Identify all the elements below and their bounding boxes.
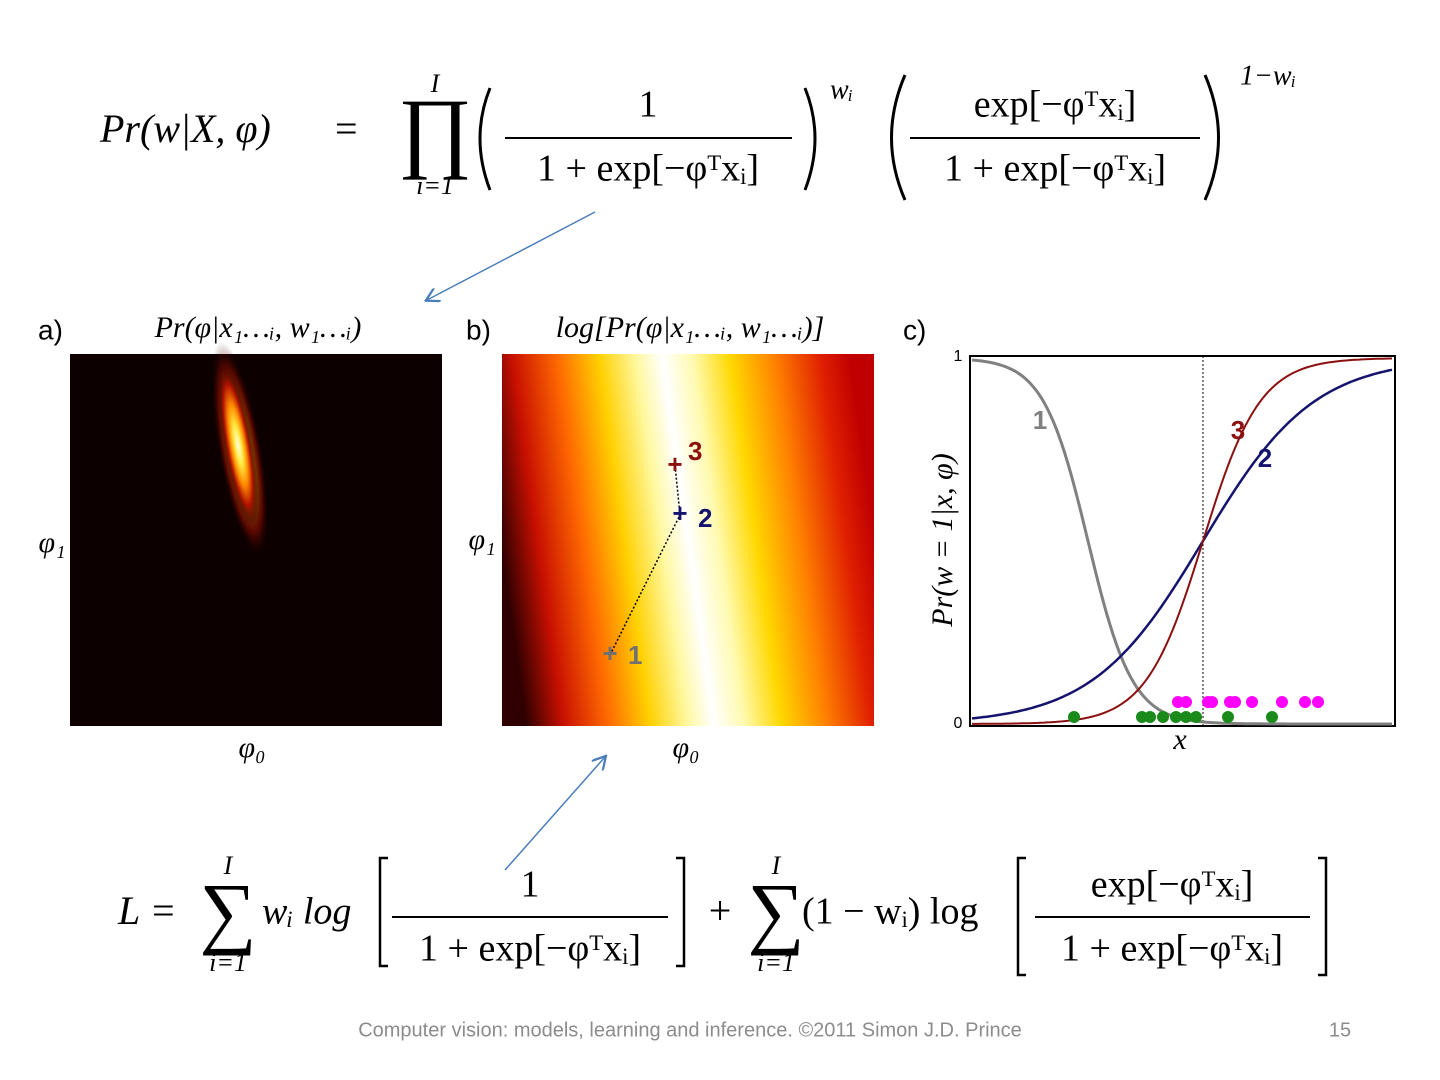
marker-label: 2 xyxy=(698,503,712,533)
term: (1 − wᵢ) log xyxy=(802,891,978,933)
lower-limit: i=1 xyxy=(209,948,247,977)
upper-limit: I xyxy=(223,851,234,880)
y-label: φ₁ xyxy=(468,523,495,556)
x-label: φ₀ xyxy=(672,731,699,764)
y-tick-label: 0 xyxy=(954,715,963,732)
class-1-point xyxy=(1229,696,1241,708)
class-0-point xyxy=(1068,711,1080,723)
numerator: exp[−φᵀxᵢ] xyxy=(1091,864,1254,906)
panel-label: b) xyxy=(466,314,491,345)
marker-label: 3 xyxy=(688,436,702,466)
page-number: 15 xyxy=(1329,1019,1351,1041)
class-0-point xyxy=(1222,711,1234,723)
curve-label: 1 xyxy=(1033,405,1047,435)
upper-limit: I xyxy=(771,851,782,880)
class-1-point xyxy=(1180,696,1192,708)
log-likelihood-equation: L = ∑ I i=1 wᵢ log 1 1 + exp[−φᵀxᵢ] + ∑ … xyxy=(117,851,1328,977)
paren xyxy=(1203,74,1220,201)
arrow xyxy=(504,757,605,871)
curve-label: 3 xyxy=(1231,415,1245,445)
arrow xyxy=(427,211,596,300)
x-label: φ₀ xyxy=(238,731,265,764)
paren xyxy=(803,87,817,191)
sigmoid-curve xyxy=(972,357,1392,725)
plus: + xyxy=(709,888,732,933)
lower-limit: i=1 xyxy=(757,948,795,977)
panel-title: log[Pr(φ|x₁…ᵢ, w₁…ᵢ)] xyxy=(556,311,825,344)
denominator: 1 + exp[−φᵀxᵢ] xyxy=(1061,928,1283,970)
sum-operator: ∑ xyxy=(199,868,256,956)
sigmoid-curve xyxy=(971,368,1393,720)
bracket xyxy=(676,856,686,968)
eq-sign: = xyxy=(335,106,358,151)
class-0-point xyxy=(1190,711,1202,723)
posterior-peak xyxy=(218,364,258,526)
panel-c: c) 1 0 Pr(w = 1|x, φ) x 1 2 3 xyxy=(903,314,1396,756)
panel-label: c) xyxy=(903,314,926,345)
eq-lhs: Pr(w|X, φ) xyxy=(99,106,271,151)
denominator: 1 + exp[−φᵀxᵢ] xyxy=(419,928,641,970)
numerator: exp[−φᵀxᵢ] xyxy=(974,84,1137,126)
term: wᵢ log xyxy=(262,891,351,933)
exponent: wᵢ xyxy=(830,74,853,105)
panel-a: a) Pr(φ|x₁…ᵢ, w₁…ᵢ) φ₁ φ₀ xyxy=(38,311,442,764)
class-0-point xyxy=(1157,711,1169,723)
marker-cross: + xyxy=(672,498,687,528)
optimization-path xyxy=(609,464,681,656)
lower-limit: i=1 xyxy=(416,171,454,200)
likelihood-equation: Pr(w|X, φ) = ∏ I i=1 1 1 + exp[−φᵀxᵢ] wᵢ… xyxy=(99,60,1296,201)
eq-lhs: L = xyxy=(117,888,177,933)
class-0-point xyxy=(1266,711,1278,723)
paren xyxy=(890,74,907,201)
marker-label: 1 xyxy=(628,640,642,670)
curve-label: 2 xyxy=(1258,443,1272,473)
sum-operator: ∑ xyxy=(747,868,804,956)
panel-b: b) log[Pr(φ|x₁…ᵢ, w₁…ᵢ)] + 1 + 2 + 3 φ₁ … xyxy=(466,311,874,764)
heatmap xyxy=(502,354,874,726)
class-0-point xyxy=(1144,711,1156,723)
product-operator: ∏ xyxy=(398,82,472,181)
paren xyxy=(478,87,492,191)
plot-frame xyxy=(969,355,1396,727)
footer-text: Computer vision: models, learning and in… xyxy=(358,1019,1022,1041)
bracket xyxy=(1318,856,1328,977)
y-tick-label: 1 xyxy=(954,348,963,365)
exponent: 1−wᵢ xyxy=(1240,60,1296,91)
class-0-point xyxy=(1170,711,1182,723)
x-label: x xyxy=(1172,723,1187,756)
bracket xyxy=(378,856,388,968)
class-0-point xyxy=(1180,711,1192,723)
panel-title: Pr(φ|x₁…ᵢ, w₁…ᵢ) xyxy=(154,311,362,344)
numerator: 1 xyxy=(639,84,658,126)
panel-label: a) xyxy=(38,314,63,345)
denominator: 1 + exp[−φᵀxᵢ] xyxy=(944,148,1166,190)
marker-cross: + xyxy=(667,449,682,479)
y-label: φ₁ xyxy=(38,526,65,559)
bracket xyxy=(1016,856,1026,977)
denominator: 1 + exp[−φᵀxᵢ] xyxy=(537,148,759,190)
marker-cross: + xyxy=(602,638,617,668)
class-1-point xyxy=(1299,696,1311,708)
y-label: Pr(w = 1|x, φ) xyxy=(926,453,959,627)
class-1-point xyxy=(1276,696,1288,708)
class-1-point xyxy=(1206,696,1218,708)
class-1-point xyxy=(1246,696,1258,708)
class-1-point xyxy=(1312,696,1324,708)
upper-limit: I xyxy=(430,69,441,98)
numerator: 1 xyxy=(521,864,540,906)
